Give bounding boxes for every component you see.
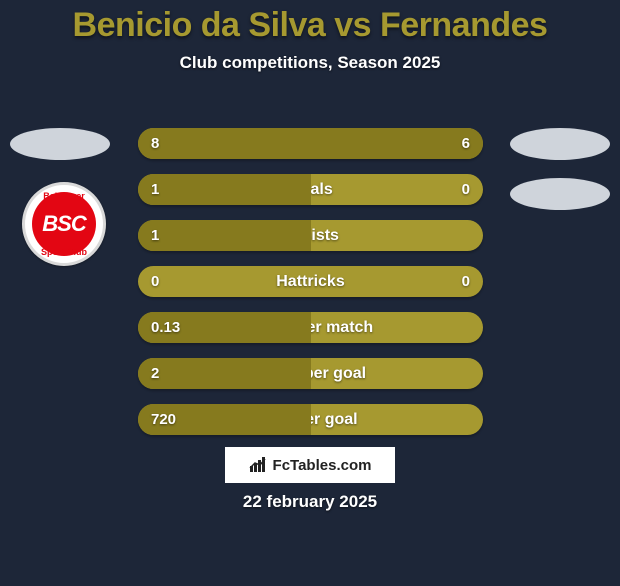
right-value: 0 — [462, 273, 470, 290]
fill-left — [138, 128, 311, 159]
badge-text: BSC — [42, 211, 85, 237]
subtitle: Club competitions, Season 2025 — [0, 53, 620, 73]
fill-right — [311, 128, 484, 159]
fill-left — [138, 174, 311, 205]
left-value: 1 — [151, 227, 159, 244]
right-value: 6 — [462, 135, 470, 152]
left-player-placeholder — [10, 128, 110, 160]
stat-row-min-per-goal: 720 Min per goal — [138, 404, 483, 435]
stat-label: Hattricks — [276, 273, 344, 291]
branding-text: FcTables.com — [273, 457, 372, 474]
left-value: 8 — [151, 135, 159, 152]
fill-left — [138, 220, 311, 251]
left-value: 0 — [151, 273, 159, 290]
stat-row-goals: 1 Goals 0 — [138, 174, 483, 205]
footer-date: 22 february 2025 — [243, 492, 377, 512]
branding-chart-icon — [249, 457, 267, 473]
stat-row-assists: 1 Assists — [138, 220, 483, 251]
left-club-badge: Bahlinger BSC Sport Club — [22, 182, 106, 266]
stat-row-shots-per-goal: 2 Shots per goal — [138, 358, 483, 389]
stat-row-hattricks: 0 Hattricks 0 — [138, 266, 483, 297]
branding-box: FcTables.com — [224, 446, 396, 484]
badge-arc-bottom: Sport Club — [41, 247, 87, 257]
right-value: 0 — [462, 181, 470, 198]
fill-left — [138, 358, 311, 389]
left-value: 2 — [151, 365, 159, 382]
left-value: 0.13 — [151, 319, 180, 336]
stat-row-goals-per-match: 0.13 Goals per match — [138, 312, 483, 343]
left-value: 1 — [151, 181, 159, 198]
right-player-placeholder — [510, 128, 610, 160]
left-value: 720 — [151, 411, 176, 428]
stats-container: 8 Matches 6 1 Goals 0 1 Assists 0 Hattri… — [138, 128, 483, 450]
stat-row-matches: 8 Matches 6 — [138, 128, 483, 159]
page-title: Benicio da Silva vs Fernandes — [0, 6, 620, 45]
right-club-placeholder — [510, 178, 610, 210]
